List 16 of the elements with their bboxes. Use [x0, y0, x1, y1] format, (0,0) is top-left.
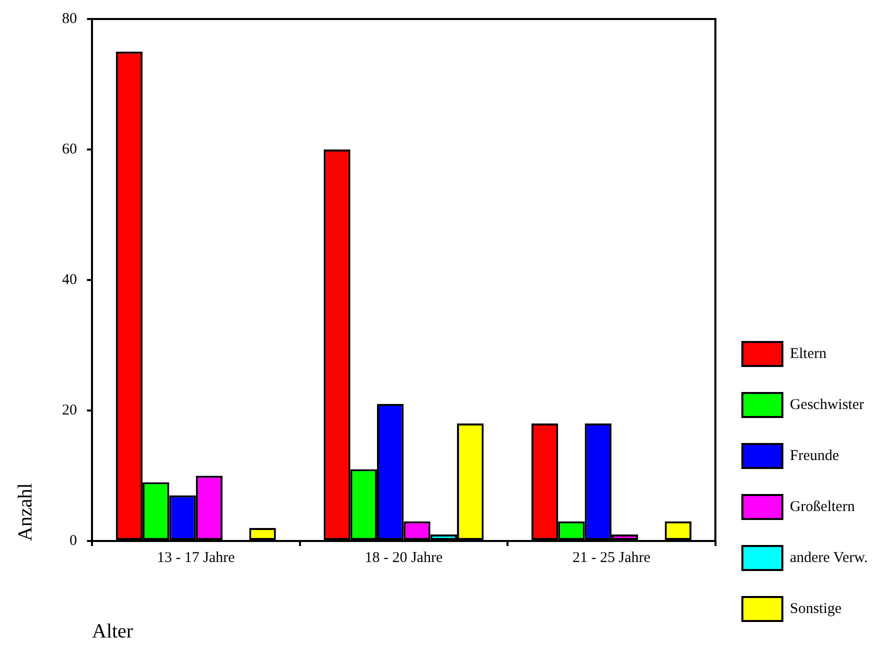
legend-label: Eltern [790, 346, 827, 362]
x-tick-label: 21 - 25 Jahre [572, 550, 651, 566]
legend-label: Freunde [790, 448, 840, 464]
x-tick-label: 18 - 20 Jahre [364, 550, 443, 566]
legend-label: Sonstige [790, 600, 842, 617]
y-tick-label: 60 [62, 141, 77, 158]
x-tick-label: 13 - 17 Jahre [156, 550, 236, 566]
legend-label: andere Verw. [790, 550, 868, 566]
y-axis-title: Anzahl [14, 482, 36, 541]
y-tick-label: 40 [62, 272, 77, 288]
y-tick-label: 80 [62, 10, 77, 27]
y-tick-label: 0 [70, 532, 77, 549]
y-tick-label: 20 [62, 402, 77, 418]
x-axis-title: Alter [92, 620, 134, 642]
legend-label: Großeltern [790, 498, 856, 515]
legend-label: Geschwister [790, 396, 864, 413]
